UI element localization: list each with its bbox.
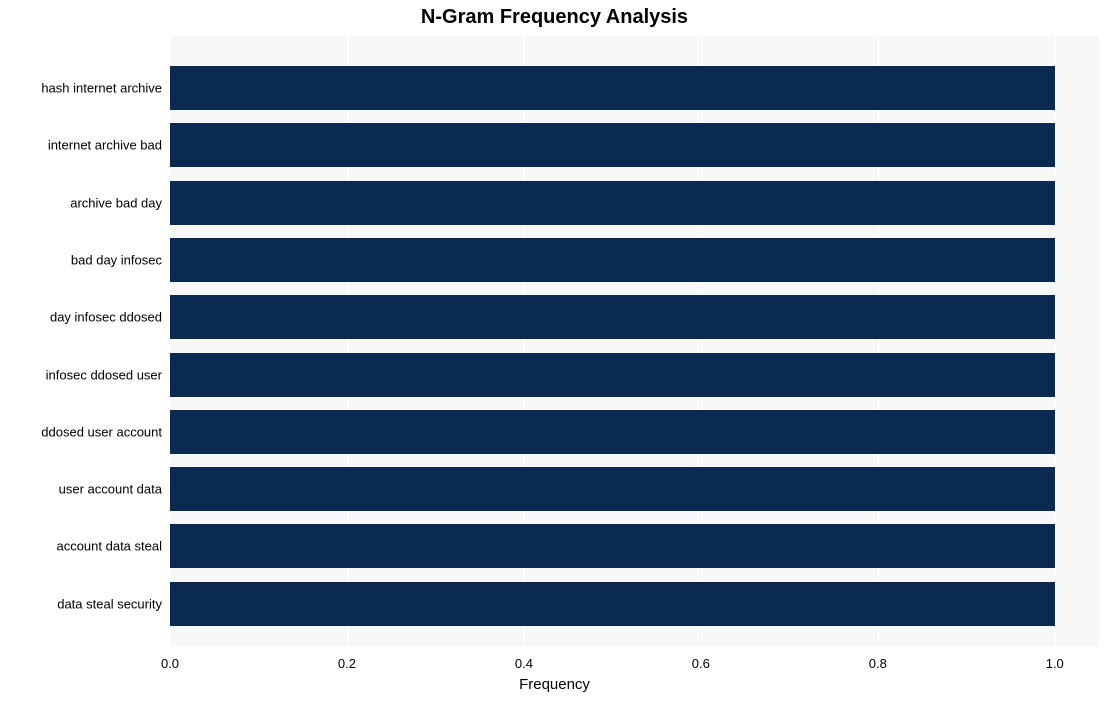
y-tick-label: ddosed user account bbox=[41, 424, 162, 439]
bar-row bbox=[170, 295, 1099, 339]
y-axis-labels: hash internet archive internet archive ba… bbox=[0, 36, 162, 646]
bar bbox=[170, 66, 1055, 110]
bar-row bbox=[170, 467, 1099, 511]
x-tick-label: 0.4 bbox=[515, 656, 533, 671]
bar-row bbox=[170, 66, 1099, 110]
bar-row bbox=[170, 524, 1099, 568]
x-tick-label: 0.0 bbox=[161, 656, 179, 671]
bar bbox=[170, 353, 1055, 397]
bar bbox=[170, 467, 1055, 511]
bar bbox=[170, 295, 1055, 339]
y-tick-label: day infosec ddosed bbox=[50, 310, 162, 325]
bar-row bbox=[170, 582, 1099, 626]
y-tick-label: archive bad day bbox=[70, 195, 162, 210]
y-tick-label: internet archive bad bbox=[48, 138, 162, 153]
x-axis-tick-labels: 0.00.20.40.60.81.0 bbox=[170, 656, 1099, 676]
ngram-frequency-chart: N-Gram Frequency Analysis hash internet … bbox=[0, 0, 1109, 701]
y-tick-label: data steal security bbox=[57, 596, 162, 611]
y-tick-label: hash internet archive bbox=[41, 81, 162, 96]
bar bbox=[170, 524, 1055, 568]
bar-row bbox=[170, 123, 1099, 167]
bar bbox=[170, 582, 1055, 626]
y-tick-label: infosec ddosed user bbox=[46, 367, 162, 382]
bar-row bbox=[170, 238, 1099, 282]
bar bbox=[170, 181, 1055, 225]
bar-row bbox=[170, 181, 1099, 225]
bar-row bbox=[170, 410, 1099, 454]
x-tick-label: 1.0 bbox=[1046, 656, 1064, 671]
y-tick-label: bad day infosec bbox=[71, 252, 162, 267]
bar bbox=[170, 410, 1055, 454]
x-axis-title: Frequency bbox=[0, 676, 1109, 693]
chart-title: N-Gram Frequency Analysis bbox=[0, 6, 1109, 29]
x-tick-label: 0.2 bbox=[338, 656, 356, 671]
plot-area bbox=[170, 36, 1099, 646]
x-tick-label: 0.6 bbox=[692, 656, 710, 671]
y-tick-label: account data steal bbox=[56, 539, 162, 554]
y-tick-label: user account data bbox=[59, 482, 162, 497]
x-tick-label: 0.8 bbox=[869, 656, 887, 671]
bar-row bbox=[170, 353, 1099, 397]
bar bbox=[170, 123, 1055, 167]
bar bbox=[170, 238, 1055, 282]
